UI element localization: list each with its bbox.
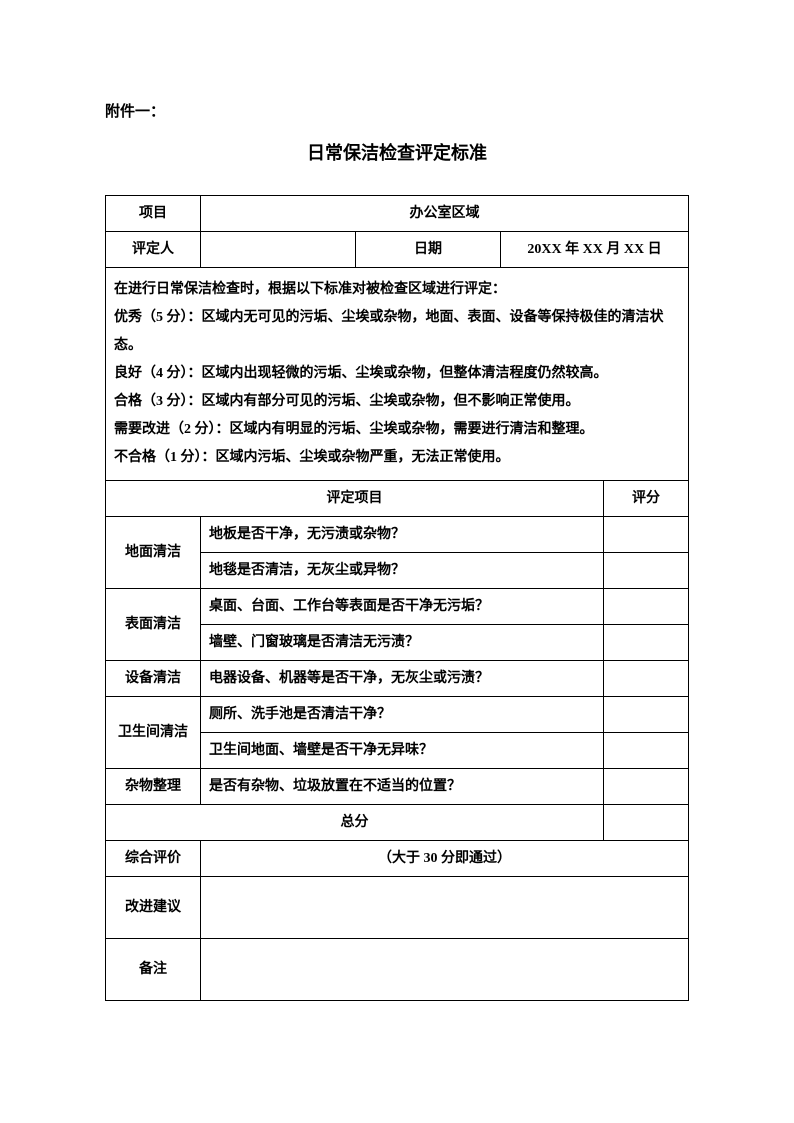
project-label: 项目 bbox=[106, 196, 201, 232]
remarks-row: 备注 bbox=[106, 939, 689, 1001]
eval-item: 厕所、洗手池是否清洁干净？ bbox=[201, 697, 604, 733]
eval-item: 地板是否干净，无污渍或杂物？ bbox=[201, 517, 604, 553]
category-label: 表面清洁 bbox=[106, 589, 201, 661]
eval-item: 地毯是否清洁，无灰尘或异物？ bbox=[201, 553, 604, 589]
improvement-label: 改进建议 bbox=[106, 877, 201, 939]
header-row-1: 项目 办公室区域 bbox=[106, 196, 689, 232]
criteria-text: 在进行日常保洁检查时，根据以下标准对被检查区域进行评定： 优秀（5 分）：区域内… bbox=[106, 268, 689, 481]
eval-item: 卫生间地面、墙壁是否干净无异味？ bbox=[201, 733, 604, 769]
attachment-label: 附件一： bbox=[105, 100, 689, 121]
overall-eval-label: 综合评价 bbox=[106, 841, 201, 877]
eval-item: 是否有杂物、垃圾放置在不适当的位置？ bbox=[201, 769, 604, 805]
remarks-value bbox=[201, 939, 689, 1001]
criteria-line-2: 良好（4 分）：区域内出现轻微的污垢、尘埃或杂物，但整体清洁程度仍然较高。 bbox=[114, 360, 680, 388]
criteria-intro: 在进行日常保洁检查时，根据以下标准对被检查区域进行评定： bbox=[114, 276, 680, 304]
score-cell bbox=[604, 697, 689, 733]
score-cell bbox=[604, 625, 689, 661]
score-cell bbox=[604, 517, 689, 553]
eval-score-header: 评分 bbox=[604, 481, 689, 517]
category-label: 卫生间清洁 bbox=[106, 697, 201, 769]
category-label: 设备清洁 bbox=[106, 661, 201, 697]
evaluator-value bbox=[201, 232, 356, 268]
score-cell bbox=[604, 553, 689, 589]
overall-eval-note: （大于 30 分即通过） bbox=[201, 841, 689, 877]
category-label: 杂物整理 bbox=[106, 769, 201, 805]
remarks-label: 备注 bbox=[106, 939, 201, 1001]
criteria-line-4: 需要改进（2 分）：区域内有明显的污垢、尘埃或杂物，需要进行清洁和整理。 bbox=[114, 416, 680, 444]
evaluator-label: 评定人 bbox=[106, 232, 201, 268]
category-label: 地面清洁 bbox=[106, 517, 201, 589]
eval-item: 墙壁、门窗玻璃是否清洁无污渍？ bbox=[201, 625, 604, 661]
project-value: 办公室区域 bbox=[201, 196, 689, 232]
eval-header-row: 评定项目 评分 bbox=[106, 481, 689, 517]
header-row-2: 评定人 日期 20XX 年 XX 月 XX 日 bbox=[106, 232, 689, 268]
overall-eval-row: 综合评价 （大于 30 分即通过） bbox=[106, 841, 689, 877]
eval-item: 电器设备、机器等是否干净，无灰尘或污渍？ bbox=[201, 661, 604, 697]
table-row: 地面清洁 地板是否干净，无污渍或杂物？ bbox=[106, 517, 689, 553]
score-cell bbox=[604, 661, 689, 697]
page-title: 日常保洁检查评定标准 bbox=[105, 139, 689, 165]
evaluation-table: 项目 办公室区域 评定人 日期 20XX 年 XX 月 XX 日 在进行日常保洁… bbox=[105, 195, 689, 1001]
improvement-row: 改进建议 bbox=[106, 877, 689, 939]
date-value: 20XX 年 XX 月 XX 日 bbox=[501, 232, 689, 268]
improvement-value bbox=[201, 877, 689, 939]
total-row: 总分 bbox=[106, 805, 689, 841]
criteria-line-5: 不合格（1 分）：区域内污垢、尘埃或杂物严重，无法正常使用。 bbox=[114, 444, 680, 472]
date-label: 日期 bbox=[356, 232, 501, 268]
total-score-cell bbox=[604, 805, 689, 841]
score-cell bbox=[604, 589, 689, 625]
eval-item: 桌面、台面、工作台等表面是否干净无污垢？ bbox=[201, 589, 604, 625]
score-cell bbox=[604, 769, 689, 805]
table-row: 卫生间清洁 厕所、洗手池是否清洁干净？ bbox=[106, 697, 689, 733]
criteria-line-1: 优秀（5 分）：区域内无可见的污垢、尘埃或杂物，地面、表面、设备等保持极佳的清洁… bbox=[114, 304, 680, 360]
criteria-line-3: 合格（3 分）：区域内有部分可见的污垢、尘埃或杂物，但不影响正常使用。 bbox=[114, 388, 680, 416]
table-row: 表面清洁 桌面、台面、工作台等表面是否干净无污垢？ bbox=[106, 589, 689, 625]
eval-item-header: 评定项目 bbox=[106, 481, 604, 517]
total-label: 总分 bbox=[106, 805, 604, 841]
score-cell bbox=[604, 733, 689, 769]
criteria-row: 在进行日常保洁检查时，根据以下标准对被检查区域进行评定： 优秀（5 分）：区域内… bbox=[106, 268, 689, 481]
table-row: 设备清洁 电器设备、机器等是否干净，无灰尘或污渍？ bbox=[106, 661, 689, 697]
table-row: 杂物整理 是否有杂物、垃圾放置在不适当的位置？ bbox=[106, 769, 689, 805]
